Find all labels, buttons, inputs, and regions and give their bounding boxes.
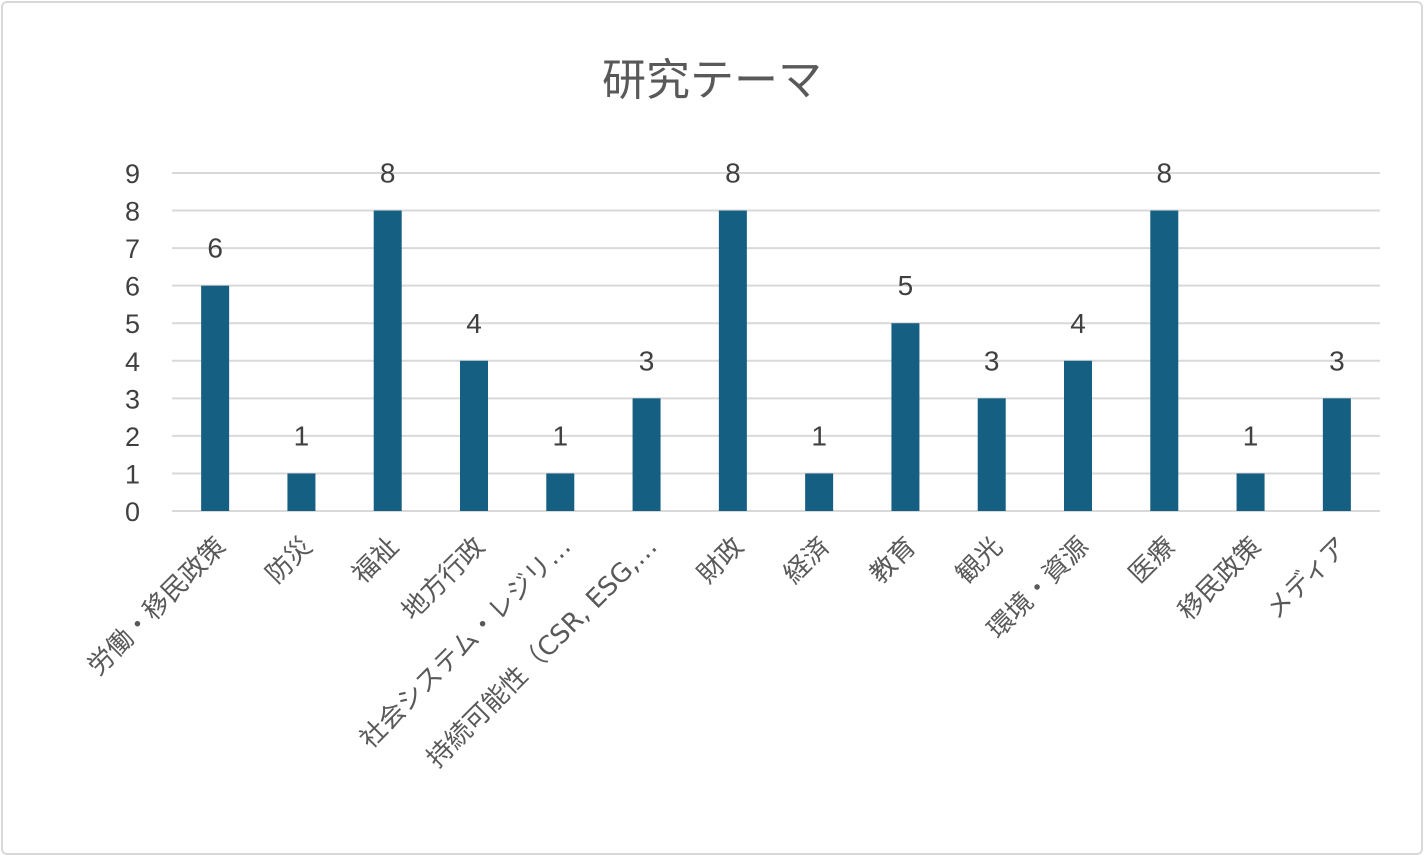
data-label: 1 — [552, 420, 568, 451]
x-tick-label: 移民政策 — [1173, 532, 1268, 627]
data-label: 4 — [1070, 308, 1086, 339]
x-tick-label: 労働・移民政策 — [82, 532, 232, 682]
data-label: 4 — [466, 308, 482, 339]
data-label: 5 — [898, 270, 914, 301]
bar — [460, 360, 488, 511]
x-tick-label: 福祉 — [347, 532, 405, 590]
y-tick-label: 9 — [125, 159, 140, 189]
data-label: 1 — [811, 420, 827, 451]
bar — [805, 473, 834, 511]
x-tick-label: 経済 — [778, 532, 836, 590]
bar — [891, 323, 920, 511]
y-tick-label: 4 — [125, 347, 140, 377]
bar — [201, 285, 230, 511]
x-tick-label: 観光 — [951, 532, 1009, 590]
data-labels: 6 1 8 4 1 3 8 1 5 3 4 8 1 3 — [207, 158, 1344, 452]
y-tick-label: 8 — [125, 197, 140, 227]
x-tick-label: メディア — [1260, 532, 1353, 625]
x-tick-label: 医療 — [1123, 532, 1181, 590]
y-tick-label: 1 — [125, 459, 140, 489]
data-label: 3 — [639, 345, 655, 376]
y-tick-label: 2 — [125, 422, 140, 452]
data-label: 1 — [294, 420, 310, 451]
bar — [546, 473, 575, 511]
bars — [201, 210, 1351, 512]
bar — [373, 210, 402, 512]
y-axis-ticks: 0 1 2 3 4 5 6 7 8 9 — [125, 159, 140, 527]
data-label: 1 — [1243, 420, 1259, 451]
y-tick-label: 7 — [125, 234, 140, 264]
bar — [718, 210, 747, 512]
bar — [1322, 398, 1351, 511]
bar — [977, 398, 1006, 511]
bar — [1150, 210, 1179, 512]
y-tick-label: 5 — [125, 309, 140, 339]
data-label: 3 — [1329, 345, 1345, 376]
bar — [632, 398, 661, 511]
bar — [1236, 473, 1265, 511]
data-label: 8 — [380, 158, 396, 189]
bar — [287, 473, 316, 511]
data-label: 6 — [207, 233, 223, 264]
chart-title: 研究テーマ — [602, 55, 822, 106]
data-label: 3 — [984, 345, 1000, 376]
y-tick-label: 3 — [125, 384, 140, 414]
data-label: 8 — [725, 158, 741, 189]
data-label: 8 — [1156, 158, 1172, 189]
x-tick-label: 財政 — [692, 532, 750, 590]
y-tick-label: 6 — [125, 272, 140, 302]
x-tick-label: 防災 — [260, 532, 318, 590]
gridlines — [172, 172, 1380, 512]
bar — [1064, 360, 1092, 511]
x-tick-label: 教育 — [864, 532, 922, 590]
y-tick-label: 0 — [125, 497, 140, 527]
